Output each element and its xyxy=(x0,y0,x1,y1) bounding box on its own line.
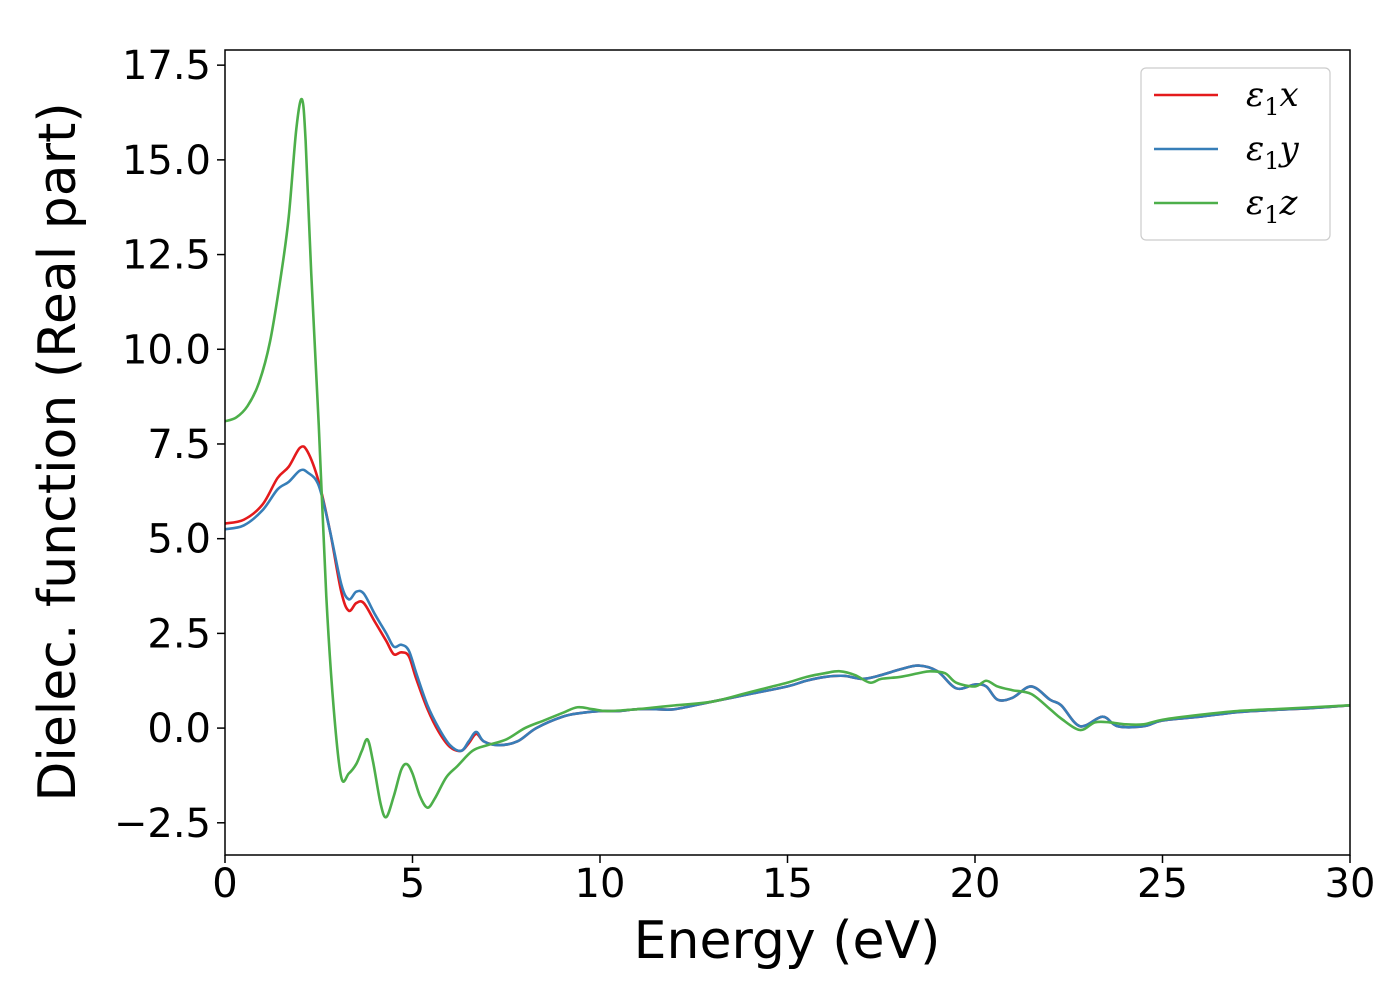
y-tick-label: 2.5 xyxy=(147,611,211,657)
series-layer xyxy=(225,97,1350,819)
y-tick-label: −2.5 xyxy=(114,801,211,847)
x-tick-label: 0 xyxy=(212,861,237,907)
legend-label-z: ε1z xyxy=(1246,183,1299,229)
series-line-y xyxy=(225,468,1350,753)
y-tick-label: 7.5 xyxy=(147,422,211,468)
y-axis-ticks: −2.5 0.0 2.5 5.0 7.5 10.0 12.5 15.0 17.5 xyxy=(114,43,225,847)
x-axis-ticks: 0 5 10 15 20 25 30 xyxy=(212,855,1375,907)
series-line-z xyxy=(225,97,1350,819)
x-tick-label: 10 xyxy=(575,861,626,907)
x-tick-label: 25 xyxy=(1137,861,1188,907)
series-line-x xyxy=(225,445,1350,753)
x-tick-label: 20 xyxy=(950,861,1001,907)
legend-box xyxy=(1140,67,1331,241)
legend-label-y: ε1y xyxy=(1246,129,1300,175)
legend-label-x: ε1x xyxy=(1246,75,1299,121)
legend: ε1x ε1y ε1z xyxy=(1140,67,1331,241)
x-tick-label: 5 xyxy=(400,861,425,907)
y-tick-label: 15.0 xyxy=(122,138,211,184)
y-tick-label: 5.0 xyxy=(147,517,211,563)
x-tick-label: 15 xyxy=(762,861,813,907)
x-tick-label: 30 xyxy=(1325,861,1376,907)
y-axis-title: Dielec. function (Real part) xyxy=(28,102,88,801)
y-tick-label: 10.0 xyxy=(122,327,211,373)
y-tick-label: 17.5 xyxy=(122,43,211,89)
y-tick-label: 12.5 xyxy=(122,233,211,279)
x-axis-title: Energy (eV) xyxy=(634,911,941,971)
y-tick-label: 0.0 xyxy=(147,706,211,752)
